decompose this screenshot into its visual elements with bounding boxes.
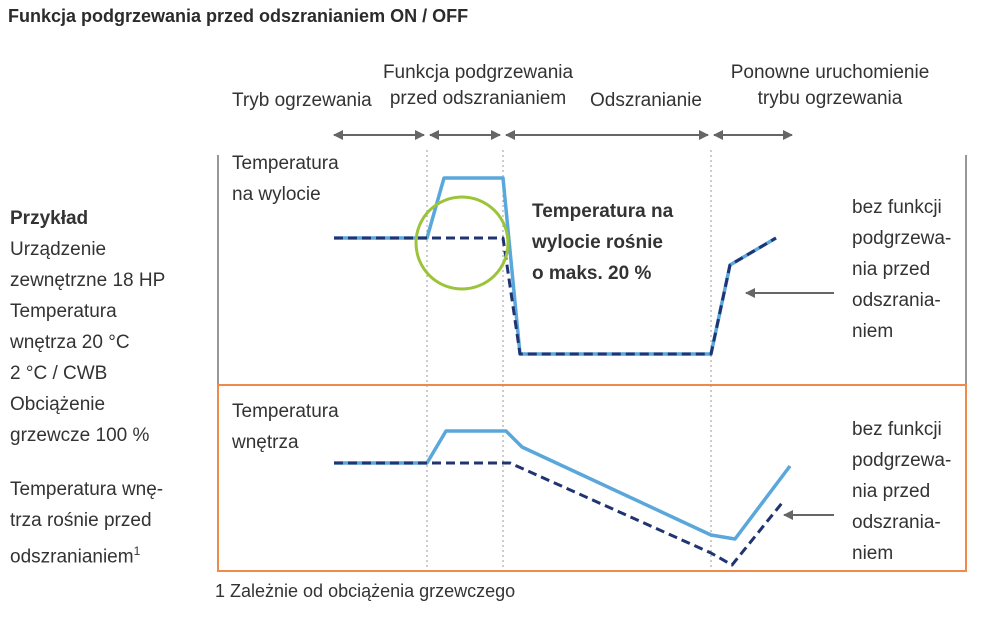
outlet-callout-line1: Temperatura na: [532, 201, 674, 222]
phase-preheat-line1: Funkcja podgrzewania: [382, 62, 574, 83]
outlet-callout: Temperatura na wylocie rośnie o maks. 20…: [532, 196, 673, 289]
highlight-circle: [414, 195, 510, 291]
phase-restart-line2: trybu ogrzewania: [757, 88, 903, 109]
bottom-right-note-line: bez funkcji: [852, 419, 942, 440]
top-right-note-line: podgrzewa-: [852, 228, 952, 249]
example-line: Urządzenie: [10, 239, 107, 260]
example-line: wnętrza 20 °C: [10, 332, 130, 353]
bottom-right-note-line: podgrzewa-: [852, 450, 952, 471]
phase-restart-line1: Ponowne uruchomienie: [730, 62, 930, 83]
phase-heating-label: Tryb ogrzewania: [232, 90, 372, 111]
indoor-temp-label: Temperatura wnętrza: [232, 396, 339, 458]
outlet-temp-label-line2: na wylocie: [232, 184, 321, 205]
footnote: 1 Zależnie od obciążenia grzewczego: [215, 581, 516, 601]
top-right-note-line: niem: [852, 321, 894, 342]
top-right-note-line: bez funkcji: [852, 197, 942, 218]
bottom-right-note: bez funkcji podgrzewa- nia przed odszran…: [852, 414, 951, 569]
phase-restart-label: Ponowne uruchomienie trybu ogrzewania: [720, 60, 940, 112]
indoor-temp-label-line2: wnętrza: [232, 432, 299, 453]
outlet-temp-label: Temperatura na wylocie: [232, 148, 339, 210]
phase-preheat-line2: przed odszranianiem: [389, 88, 567, 109]
bottom-right-note-line: niem: [852, 543, 894, 564]
top-right-note-line: odszrania-: [852, 290, 941, 311]
example-line: 2 °C / CWB: [10, 363, 108, 384]
example-text: Przykład Urządzenie zewnętrzne 18 HP Tem…: [10, 203, 165, 451]
indoor-temp-label-line1: Temperatura: [232, 401, 339, 422]
example-note: Temperatura wnę- trza rośnie przed odszr…: [10, 474, 163, 572]
example-line: grzewcze 100 %: [10, 425, 150, 446]
phase-defrost-label: Odszranianie: [590, 90, 702, 111]
example-note-line: trza rośnie przed: [10, 510, 152, 531]
bottom-right-note-line: odszrania-: [852, 512, 941, 533]
outlet-callout-line2: wylocie rośnie: [532, 232, 663, 253]
example-heading: Przykład: [10, 208, 89, 229]
page-title: Funkcja podgrzewania przed odszranianiem…: [8, 6, 469, 26]
example-line: Temperatura: [10, 301, 117, 322]
bottom-panel-frame: [217, 384, 967, 572]
outlet-temp-without-function-line: [334, 236, 777, 356]
footnote-marker: 1: [133, 544, 141, 558]
indoor-temp-without-function-line: [334, 461, 784, 567]
example-line: zewnętrzne 18 HP: [10, 270, 166, 291]
phase-preheat-label: Funkcja podgrzewania przed odszranianiem: [378, 60, 578, 112]
top-right-note-line: nia przed: [852, 259, 931, 280]
top-right-note: bez funkcji podgrzewa- nia przed odszran…: [852, 192, 951, 347]
example-note-line: odszranianiem: [10, 546, 134, 568]
outlet-callout-line3: o maks. 20 %: [532, 263, 652, 284]
indoor-temp-with-function-line: [334, 429, 792, 541]
example-note-line: Temperatura wnę-: [10, 479, 164, 500]
bottom-right-note-line: nia przed: [852, 481, 931, 502]
example-line: Obciążenie: [10, 394, 106, 415]
outlet-temp-label-line1: Temperatura: [232, 153, 339, 174]
